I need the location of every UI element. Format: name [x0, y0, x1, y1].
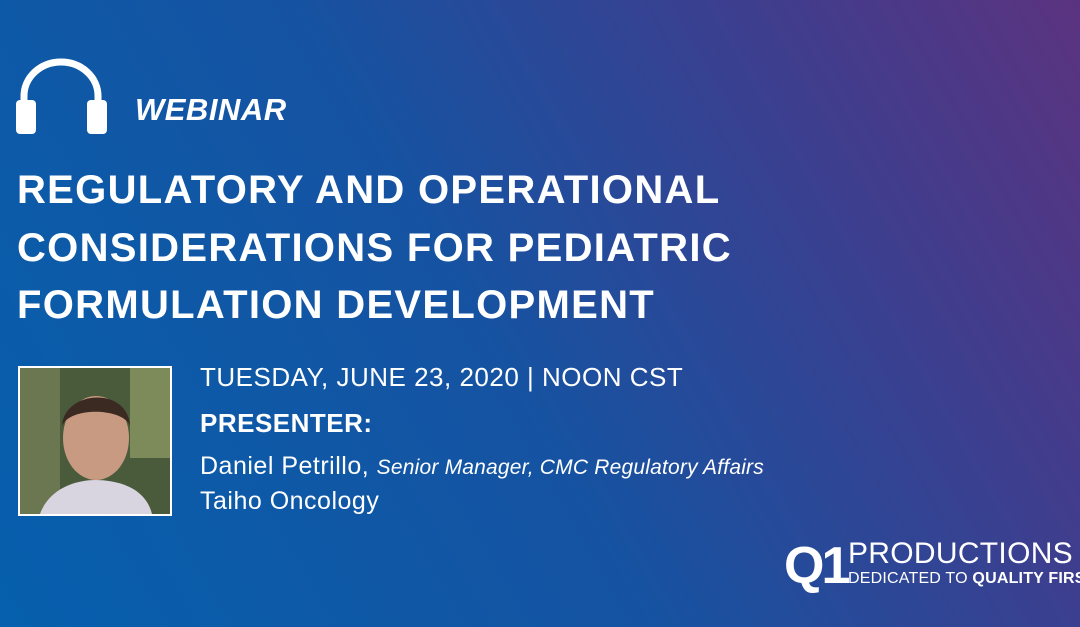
headphones-icon — [16, 58, 107, 134]
photo-placeholder — [20, 368, 170, 514]
logo-name: PRODUCTIONS — [848, 537, 1073, 570]
tagline-end: QUALITY FIRST — [972, 570, 1080, 587]
tagline-start: DEDICATED TO — [848, 570, 968, 587]
event-date: TUESDAY, JUNE 23, 2020 | NOON CST — [200, 362, 684, 392]
title-line: CONSIDERATIONS FOR PEDIATRIC — [17, 226, 732, 270]
presenter-photo — [18, 366, 172, 516]
presenter-company: Taiho Oncology — [200, 487, 380, 515]
presenter-role: Senior Manager, CMC Regulatory Affairs — [376, 456, 764, 479]
title-line: FORMULATION DEVELOPMENT — [17, 283, 656, 327]
presenter-heading: PRESENTER: — [200, 408, 373, 438]
logo-mark: Q1 — [784, 537, 850, 595]
presenter-line: Daniel Petrillo, Senior Manager, CMC Reg… — [200, 452, 764, 481]
webinar-label: WEBINAR — [135, 92, 287, 127]
presenter-name: Daniel Petrillo, — [200, 452, 370, 480]
title-line: REGULATORY AND OPERATIONAL — [17, 168, 721, 212]
logo-tagline: DEDICATED TO QUALITY FIRST — [848, 570, 1080, 588]
